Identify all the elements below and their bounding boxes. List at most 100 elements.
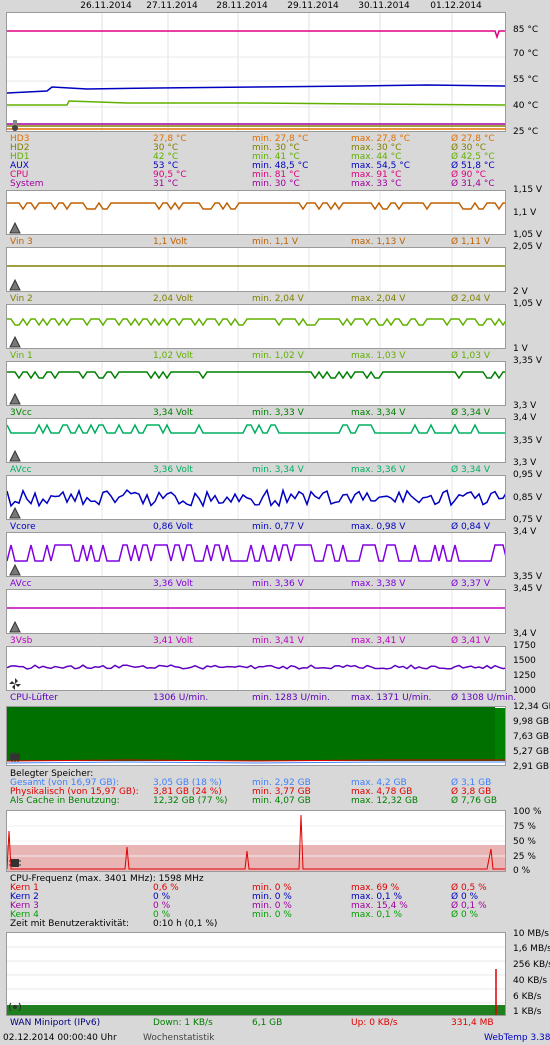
- timestamp: 02.12.2014 00:00:40 Uhr: [3, 1033, 117, 1043]
- axis-label: 1250: [513, 671, 536, 681]
- sensor-max: max. 91 °C: [351, 170, 402, 180]
- sensor-min: min. 3,36 V: [252, 579, 304, 589]
- footer-bar: 02.12.2014 00:00:40 Uhr Wochenstatistik …: [0, 1031, 550, 1045]
- voltage-axis: 3,35 V 3,3 V: [508, 356, 550, 411]
- sensor-value: 1306 U/min.: [153, 693, 209, 703]
- series-svg: [7, 362, 505, 405]
- axis-label: 3,45 V: [513, 584, 543, 594]
- voltage-graph[interactable]: [6, 418, 506, 463]
- sensor-max: max. 2,04 V: [351, 294, 406, 304]
- memory-graph[interactable]: [6, 706, 506, 766]
- voltage-graph[interactable]: [6, 361, 506, 406]
- sensor-max: max. 1,13 V: [351, 237, 406, 247]
- axis-label: 1 KB/s: [513, 1007, 542, 1017]
- core-avg: Ø 0,5 %: [451, 883, 487, 893]
- axis-label: 1,05 V: [513, 299, 543, 309]
- sensor-min: min. 41 °C: [252, 152, 300, 162]
- voltage-icon: [9, 222, 21, 234]
- total-line: [7, 761, 505, 764]
- upload-total: 331,4 MB: [451, 1018, 494, 1028]
- axis-label: 2,91 GB: [513, 762, 550, 772]
- app-link[interactable]: WebTemp 3.38: [484, 1033, 550, 1043]
- voltage-graph[interactable]: [6, 304, 506, 349]
- voltage-graph[interactable]: [6, 589, 506, 634]
- series-svg: [7, 248, 505, 291]
- temperature-axis: 85 °C 70 °C 55 °C 40 °C 25 °C: [508, 12, 550, 137]
- series-line: [7, 544, 505, 562]
- series-svg: [7, 419, 505, 462]
- sensor-name: AUX: [10, 161, 29, 171]
- sensor-name: Vcore: [10, 522, 36, 532]
- legend-row: Als Cache in Benutzung: 12,32 GB (77 %) …: [10, 796, 500, 806]
- axis-label: 0,75 V: [513, 515, 543, 525]
- core-value: 0,6 %: [153, 883, 179, 893]
- axis-label: 3,4 V: [513, 413, 537, 423]
- axis-label: 1,05 V: [513, 230, 543, 240]
- legend-row: Kern 1 0,6 % min. 0 % max. 69 % Ø 0,5 %: [10, 883, 500, 893]
- axis-label: 3,3 V: [513, 401, 537, 411]
- legend-row: Kern 4 0 % min. 0 % max. 0,1 % Ø 0 %: [10, 910, 500, 920]
- sensor-avg: Ø 3,37 V: [451, 579, 491, 589]
- series-line: [7, 317, 505, 327]
- voltage-axis: 1,15 V 1,1 V 1,05 V: [508, 185, 550, 240]
- sensor-max: max. 33 °C: [351, 179, 402, 189]
- legend-row: AUX 53 °C min. 48,5 °C max. 54,5 °C Ø 51…: [10, 161, 500, 171]
- sensor-max: max. 3,38 V: [351, 579, 406, 589]
- network-graph[interactable]: [6, 932, 506, 1016]
- sensor-name: System: [10, 179, 44, 189]
- series-svg: [7, 590, 505, 633]
- sensor-value: 31 °C: [153, 179, 179, 189]
- sensor-avg: Ø 90 °C: [451, 170, 487, 180]
- cpu-graph[interactable]: [6, 810, 506, 872]
- legend-row: HD2 30 °C min. 30 °C max. 30 °C Ø 30 °C: [10, 143, 500, 153]
- sensor-name: CPU-Lüfter: [10, 693, 58, 703]
- legend-row: 3Vsb 3,41 Volt min. 3,41 V max. 3,41 V Ø 3,4…: [10, 636, 500, 646]
- network-axis: 10 MB/s 1,6 MB/s 256 KB/s 40 KB/s 6 KB/s…: [508, 929, 550, 1017]
- axis-label: 70 °C: [513, 49, 539, 59]
- sensor-avg: Ø 3,41 V: [451, 636, 491, 646]
- sensor-value: 27,8 °C: [153, 134, 187, 144]
- axis-label: 1 V: [513, 344, 528, 354]
- legend-row: AVcc 3,36 Volt min. 3,36 V max. 3,38 V Ø 3,3…: [10, 579, 500, 589]
- axis-label: 1,6 MB/s: [513, 944, 550, 954]
- core-avg: Ø 0 %: [451, 892, 479, 902]
- voltage-graph[interactable]: [6, 532, 506, 577]
- legend-row: Vin 2 2,04 Volt min. 2,04 V max. 2,04 V Ø 2,…: [10, 294, 500, 304]
- sensor-avg: Ø 31,4 °C: [451, 179, 495, 189]
- axis-label: 75 %: [513, 822, 536, 832]
- mem-value: 3,05 GB (18 %): [153, 778, 222, 788]
- axis-label: 3,35 V: [513, 356, 543, 366]
- voltage-axis: 2,05 V 2 V: [508, 242, 550, 297]
- fan-graph[interactable]: [6, 646, 506, 691]
- activity-row: Zeit mit Benutzeraktivität: 0:10 h (0,1 …: [10, 919, 500, 929]
- sensor-avg: Ø 27,8 °C: [451, 134, 495, 144]
- legend-row: CPU 90,5 °C min. 81 °C max. 91 °C Ø 90 °…: [10, 170, 500, 180]
- temperature-graph[interactable]: [6, 12, 506, 132]
- voltage-graph[interactable]: [6, 247, 506, 292]
- axis-label: 2,05 V: [513, 242, 543, 252]
- core-max: max. 0,1 %: [351, 910, 403, 920]
- axis-label: 1,15 V: [513, 185, 543, 195]
- voltage-graph[interactable]: [6, 475, 506, 520]
- sensor-value: 2,04 Volt: [153, 294, 193, 304]
- date-label: 01.12.2014: [430, 1, 482, 11]
- series-line: [7, 201, 505, 211]
- core-value: 0 %: [153, 892, 171, 902]
- statistics-mode[interactable]: Wochenstatistik: [143, 1033, 215, 1043]
- sensor-avg: Ø 3,34 V: [451, 465, 491, 475]
- mem-value: 12,32 GB (77 %): [153, 796, 228, 806]
- memory-axis: 12,34 GB 9,98 GB 7,63 GB 5,27 GB 2,91 GB: [508, 702, 550, 772]
- core-max: max. 0,1 %: [351, 892, 403, 902]
- fan-icon: [9, 678, 21, 690]
- core-min: min. 0 %: [252, 910, 292, 920]
- voltage-graph[interactable]: [6, 190, 506, 235]
- sensor-min: min. 81 °C: [252, 170, 300, 180]
- mem-max: max. 4,2 GB: [351, 778, 407, 788]
- core-min: min. 0 %: [252, 892, 292, 902]
- core-name: Kern 1: [10, 883, 39, 893]
- network-legend: WAN Miniport (IPv6) Down: 1 KB/s 6,1 GB …: [10, 1018, 500, 1028]
- legend-row: CPU-Lüfter 1306 U/min. min. 1283 U/min. max…: [10, 693, 516, 703]
- axis-label: 25 %: [513, 852, 536, 862]
- sensor-avg: Ø 2,04 V: [451, 294, 491, 304]
- series-svg: [7, 305, 505, 348]
